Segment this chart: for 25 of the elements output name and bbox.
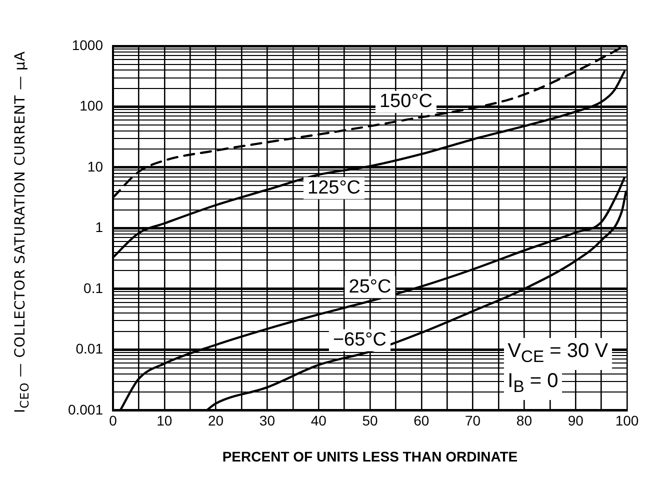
series-label: 125°C — [308, 177, 361, 198]
x-axis-title: PERCENT OF UNITS LESS THAN ORDINATE — [222, 448, 518, 464]
y-tick-label: 100 — [80, 98, 104, 114]
x-tick-label: 70 — [465, 412, 481, 429]
y-tick-label: 10 — [87, 158, 104, 174]
annotation: V$_{CE}$ = 30 V — [504, 338, 612, 370]
annotation: I$_{B}$ = 0 — [504, 368, 562, 400]
x-tick-label: 30 — [259, 412, 276, 429]
x-tick-label: 20 — [208, 412, 224, 429]
y-tick-label: 0.001 — [68, 401, 104, 418]
x-tick-label: 100 — [615, 412, 639, 429]
x-tick-label: 10 — [156, 412, 172, 429]
y-tick-label: 0.01 — [76, 340, 104, 357]
x-tick-label: 0 — [109, 412, 118, 429]
x-tick-label: 90 — [568, 412, 584, 429]
series-label: 25°C — [348, 276, 392, 298]
x-tick-label: 80 — [516, 412, 532, 429]
x-tick-label: 50 — [362, 412, 378, 429]
x-tick-label: 40 — [310, 412, 327, 429]
y-tick-label: 1 — [95, 219, 104, 236]
y-tick-label: 0.1 — [84, 280, 104, 296]
series-label: −65°C — [332, 329, 386, 350]
y-tick-label: 1000 — [72, 36, 104, 53]
series-label: 150°C — [379, 91, 432, 112]
x-tick-label: 60 — [414, 412, 430, 429]
